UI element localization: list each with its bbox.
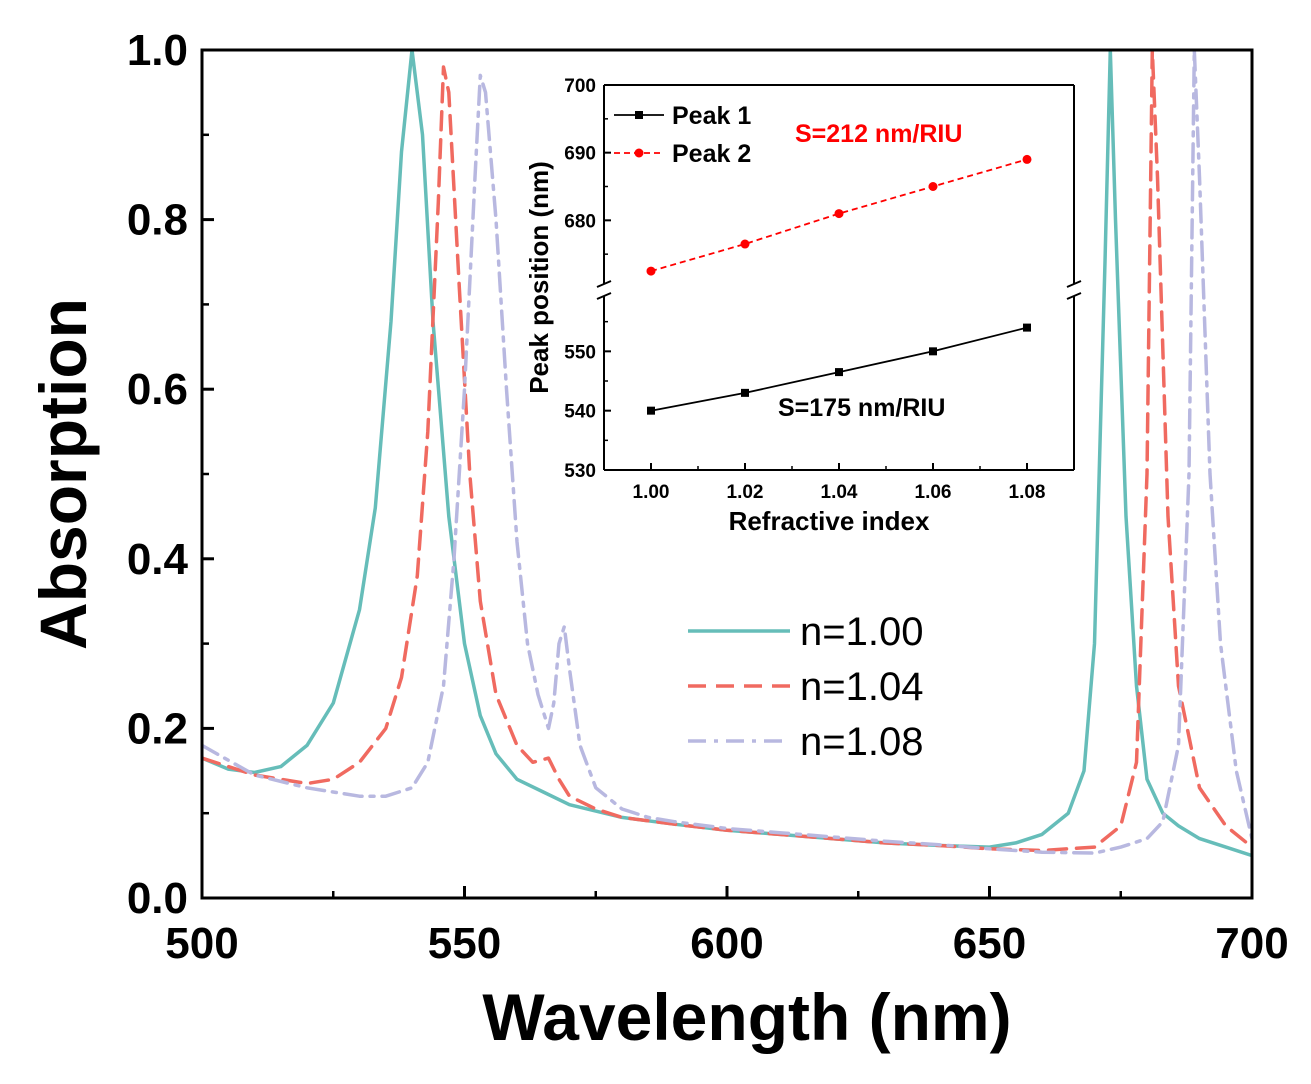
- x-tick-label: 700: [1215, 919, 1288, 968]
- inset-break-mark: [1066, 292, 1082, 300]
- inset-break-mark: [596, 280, 612, 288]
- inset-marker-circle: [740, 239, 750, 249]
- inset-marker-circle: [1022, 154, 1032, 164]
- y-axis-title: Absorption: [26, 298, 100, 650]
- inset-y-tick-label: 700: [564, 76, 596, 97]
- inset-y-tick-label: 550: [564, 342, 596, 363]
- x-axis-title: Wavelength (nm): [482, 980, 1011, 1054]
- inset-plot: 1.00 1.02 1.04 1.06 1.08 530 540 550 680 690 700 Re…: [524, 76, 1082, 536]
- inset-x-tick-label: 1.00: [633, 482, 670, 503]
- inset-marker-square: [835, 368, 843, 377]
- y-tick-label: 0.4: [127, 535, 189, 584]
- y-tick-label: 0.8: [127, 196, 188, 245]
- main-plot: 500 550 600 650 700 0.0 0.2 0.4 0.6 0.8 1.0 Wavelen…: [26, 26, 1289, 1054]
- inset-break-mark: [596, 292, 612, 300]
- legend-label: n=1.08: [800, 720, 923, 764]
- inset-legend-marker: [635, 111, 643, 119]
- x-tick-label: 500: [165, 919, 238, 968]
- inset-y-tick-label: 690: [564, 144, 596, 165]
- series-line-n=1.04: [202, 50, 1252, 853]
- legend-label: n=1.00: [800, 610, 923, 654]
- legend-label: n=1.04: [800, 665, 923, 709]
- inset-marker-square: [741, 388, 749, 397]
- x-tick-label: 550: [428, 919, 501, 968]
- inset-marker-circle: [928, 182, 938, 191]
- inset-y-axis-title: Peak position (nm): [524, 161, 554, 394]
- x-tick-label: 650: [953, 919, 1026, 968]
- inset-x-tick-label: 1.04: [821, 482, 858, 503]
- inset-background: [604, 85, 1074, 470]
- y-tick-label: 1.0: [127, 26, 188, 75]
- inset-marker-circle: [834, 209, 844, 219]
- inset-marker-square: [1023, 323, 1031, 332]
- y-tick-label: 0.6: [127, 365, 188, 414]
- main-series-group: [202, 50, 1252, 858]
- x-tick-label: 600: [690, 919, 763, 968]
- inset-legend-label: Peak 1: [672, 102, 751, 130]
- inset-legend-marker: [634, 148, 644, 158]
- inset-marker-square: [647, 406, 655, 415]
- inset-x-tick-label: 1.06: [915, 482, 952, 503]
- inset-marker-square: [929, 347, 937, 356]
- inset-y-tick-label: 540: [564, 402, 596, 423]
- series-line-n=1.08: [202, 50, 1252, 855]
- inset-y-tick-label: 680: [564, 211, 596, 232]
- inset-x-tick-label: 1.02: [727, 482, 764, 503]
- inset-x-tick-label: 1.08: [1009, 482, 1046, 503]
- inset-y-tick-label: 530: [564, 461, 596, 482]
- y-tick-label: 0.0: [127, 874, 188, 923]
- inset-line-Peak 2: [650, 158, 1028, 272]
- inset-legend-label: Peak 2: [672, 140, 751, 168]
- inset-marker-circle: [646, 266, 656, 276]
- inset-annotation-peak2: S=212 nm/RIU: [795, 120, 962, 148]
- y-tick-label: 0.2: [127, 704, 188, 753]
- inset-break-mark: [1066, 280, 1082, 288]
- inset-x-axis-title: Refractive index: [729, 506, 930, 536]
- inset-annotation-peak1: S=175 nm/RIU: [778, 394, 945, 422]
